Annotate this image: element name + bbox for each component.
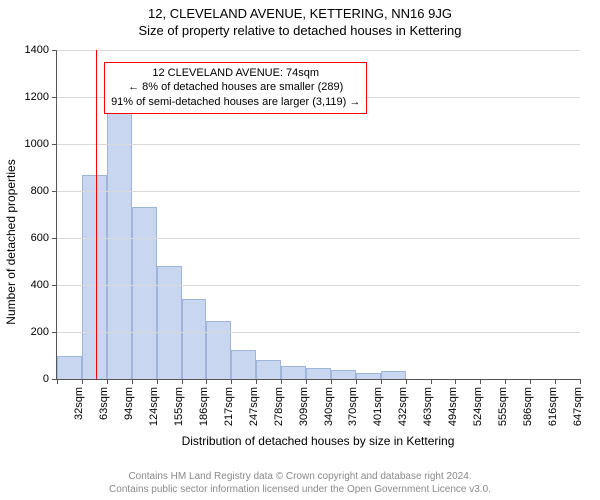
y-tick-label: 600: [31, 232, 49, 244]
x-tick: [406, 379, 407, 384]
y-tick-label: 800: [31, 185, 49, 197]
x-tick-label: 555sqm: [497, 387, 509, 426]
grid-line: [57, 191, 580, 192]
x-tick-label: 432sqm: [397, 387, 409, 426]
y-tick-label: 1200: [25, 91, 49, 103]
footer-line: Contains public sector information licen…: [0, 483, 600, 496]
x-tick: [555, 379, 556, 384]
y-tick: [52, 285, 57, 286]
x-tick-label: 370sqm: [347, 387, 359, 426]
x-tick-label: 463sqm: [422, 387, 434, 426]
x-tick: [455, 379, 456, 384]
x-tick: [256, 379, 257, 384]
x-axis-label: Distribution of detached houses by size …: [56, 434, 580, 448]
x-tick: [82, 379, 83, 384]
histogram-bar: [157, 266, 182, 379]
x-tick: [505, 379, 506, 384]
x-tick-label: 217sqm: [223, 387, 235, 426]
property-marker-line: [96, 50, 97, 379]
annotation-line: 12 CLEVELAND AVENUE: 74sqm: [111, 66, 360, 81]
x-tick-label: 524sqm: [472, 387, 484, 426]
chart-area: Number of detached properties 0200400600…: [0, 42, 600, 442]
histogram-bar: [256, 360, 281, 379]
x-tick-label: 124sqm: [148, 387, 160, 426]
grid-line: [57, 50, 580, 51]
y-tick: [52, 191, 57, 192]
x-tick: [157, 379, 158, 384]
x-tick-label: 186sqm: [198, 387, 210, 426]
grid-line: [57, 285, 580, 286]
histogram-bar: [331, 370, 356, 379]
x-tick-label: 155sqm: [173, 387, 185, 426]
x-tick: [182, 379, 183, 384]
x-tick: [132, 379, 133, 384]
histogram-bar: [57, 356, 82, 380]
x-tick-label: 309sqm: [298, 387, 310, 426]
x-tick: [331, 379, 332, 384]
histogram-bar: [306, 368, 331, 379]
histogram-bar: [281, 366, 306, 379]
x-tick: [231, 379, 232, 384]
y-tick: [52, 144, 57, 145]
y-tick: [52, 238, 57, 239]
x-tick: [306, 379, 307, 384]
y-tick: [52, 97, 57, 98]
histogram-bar: [82, 175, 107, 379]
x-tick: [57, 379, 58, 384]
chart-subtitle: Size of property relative to detached ho…: [0, 21, 600, 38]
x-tick: [281, 379, 282, 384]
grid-line: [57, 332, 580, 333]
y-tick-label: 1000: [25, 138, 49, 150]
x-tick-label: 647sqm: [572, 387, 584, 426]
histogram-bar: [107, 111, 132, 379]
footer-line: Contains HM Land Registry data © Crown c…: [0, 470, 600, 483]
x-tick: [580, 379, 581, 384]
x-tick-label: 278sqm: [273, 387, 285, 426]
y-tick-label: 200: [31, 326, 49, 338]
x-tick: [381, 379, 382, 384]
annotation-line: ← 8% of detached houses are smaller (289…: [111, 80, 360, 95]
histogram-bar: [206, 321, 231, 379]
x-tick-label: 94sqm: [123, 387, 135, 420]
x-tick: [431, 379, 432, 384]
histogram-bar: [182, 299, 207, 379]
plot-area: 020040060080010001200140032sqm63sqm94sqm…: [56, 50, 580, 380]
histogram-bar: [231, 350, 256, 379]
footer-attribution: Contains HM Land Registry data © Crown c…: [0, 470, 600, 496]
x-tick: [480, 379, 481, 384]
y-tick-label: 400: [31, 279, 49, 291]
histogram-bar: [356, 373, 381, 379]
grid-line: [57, 238, 580, 239]
x-tick: [530, 379, 531, 384]
page-title: 12, CLEVELAND AVENUE, KETTERING, NN16 9J…: [0, 0, 600, 21]
x-tick-label: 586sqm: [522, 387, 534, 426]
y-tick-label: 1400: [25, 44, 49, 56]
x-tick-label: 401sqm: [372, 387, 384, 426]
x-tick-label: 247sqm: [248, 387, 260, 426]
y-tick: [52, 50, 57, 51]
histogram-bar: [381, 371, 406, 379]
annotation-line: 91% of semi-detached houses are larger (…: [111, 95, 360, 110]
x-tick: [206, 379, 207, 384]
y-tick-label: 0: [43, 373, 49, 385]
annotation-box: 12 CLEVELAND AVENUE: 74sqm← 8% of detach…: [104, 62, 367, 115]
x-tick-label: 340sqm: [323, 387, 335, 426]
y-tick: [52, 332, 57, 333]
chart-container: 12, CLEVELAND AVENUE, KETTERING, NN16 9J…: [0, 0, 600, 500]
x-tick-label: 32sqm: [73, 387, 85, 420]
x-tick-label: 63sqm: [98, 387, 110, 420]
x-tick: [107, 379, 108, 384]
histogram-bar: [132, 207, 157, 379]
x-tick: [356, 379, 357, 384]
x-tick-label: 494sqm: [447, 387, 459, 426]
grid-line: [57, 144, 580, 145]
x-tick-label: 616sqm: [547, 387, 559, 426]
y-axis-label-text: Number of detached properties: [4, 159, 18, 324]
